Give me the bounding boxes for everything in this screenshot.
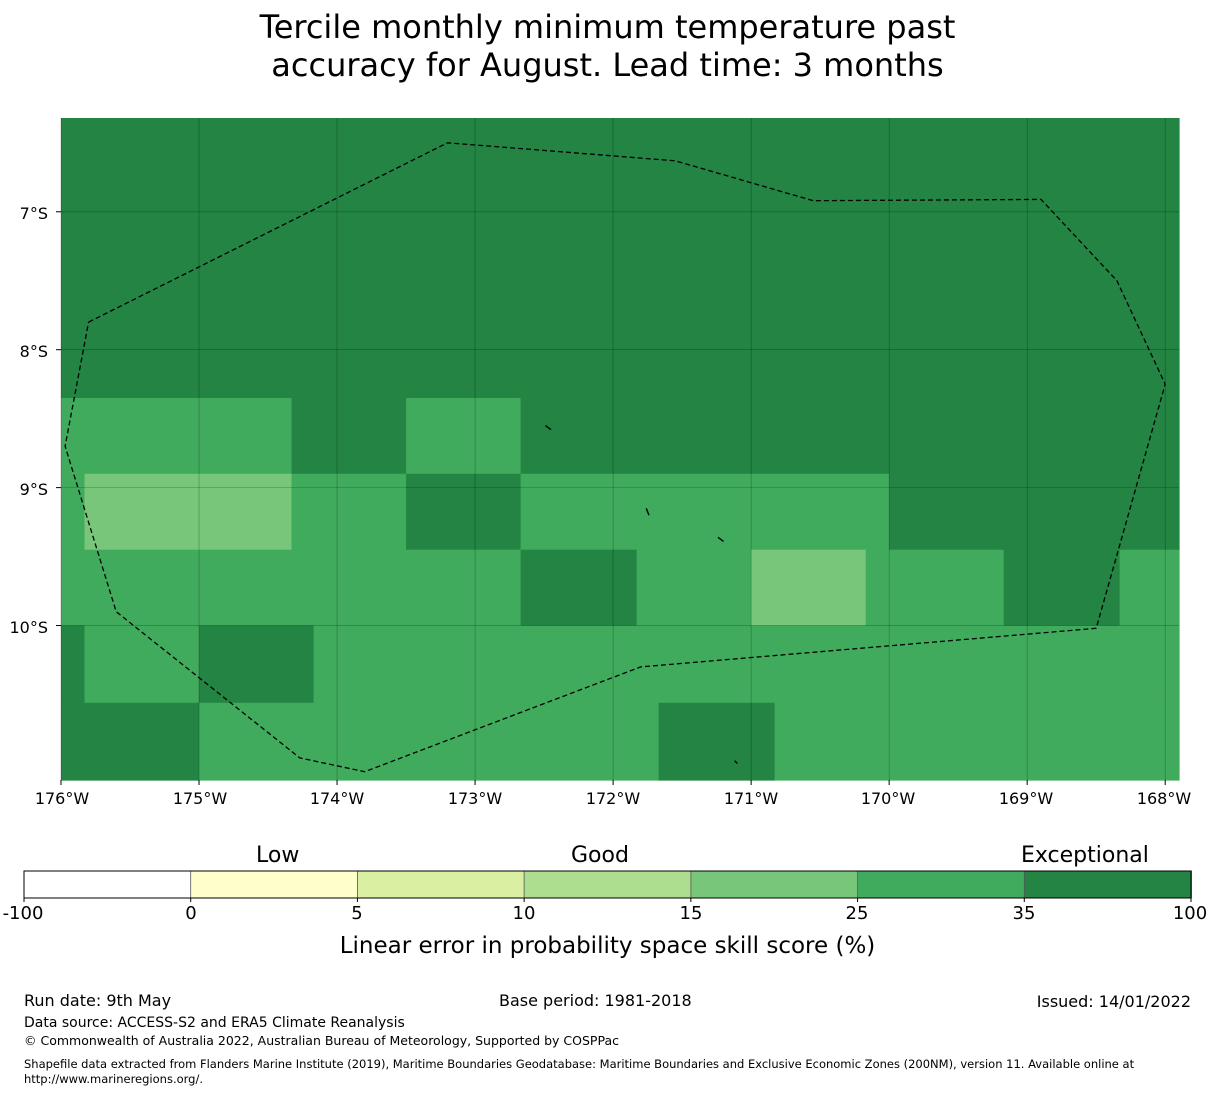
lon-label: 171°W: [723, 789, 779, 808]
skill-cell: [865, 549, 1005, 627]
skill-cell: [751, 549, 867, 627]
skill-cell: [61, 625, 86, 704]
lon-label: 168°W: [1136, 789, 1192, 808]
colorbar-tick-label: 35: [1012, 903, 1036, 924]
copyright-notice: © Commonwealth of Australia 2022, Austra…: [24, 1033, 619, 1048]
lat-label: 7°S: [19, 204, 48, 223]
lat-label: 8°S: [19, 342, 48, 361]
skill-cell: [291, 398, 407, 475]
skill-cell: [199, 702, 660, 781]
chart-title: Tercile monthly minimum temperature past…: [0, 8, 1215, 84]
colorbar-tick-label: 25: [845, 903, 869, 924]
skill-cell: [658, 702, 776, 781]
skill-cell: [61, 118, 1180, 399]
island: [734, 760, 738, 764]
title-line-1: Tercile monthly minimum temperature past: [259, 8, 956, 46]
skill-cell: [636, 549, 752, 627]
lat-label: 10°S: [9, 618, 48, 637]
lon-label: 176°W: [34, 789, 90, 808]
colorbar-tick-label: 0: [185, 903, 197, 924]
skill-cell: [61, 549, 522, 627]
skill-cell: [313, 625, 1180, 704]
lon-label: 173°W: [447, 789, 503, 808]
lon-label: 172°W: [585, 789, 641, 808]
lon-label: 174°W: [309, 789, 365, 808]
title-line-2: accuracy for August. Lead time: 3 months: [271, 46, 944, 84]
issued-date: Issued: 14/01/2022: [1036, 992, 1191, 1011]
skill-cell: [84, 625, 200, 704]
skill-cell: [61, 473, 86, 551]
skill-cell: [520, 398, 1180, 475]
colorbar-tick-label: 15: [679, 903, 703, 924]
skill-cell: [406, 398, 522, 475]
skill-cell: [61, 398, 293, 475]
skill-cell: [199, 625, 315, 704]
skill-cell: [889, 473, 1180, 551]
skill-cell: [1119, 549, 1180, 627]
island: [717, 536, 724, 542]
skill-cell: [61, 702, 200, 781]
data-source: Data source: ACCESS-S2 and ERA5 Climate …: [24, 1015, 405, 1031]
lon-label: 175°W: [172, 789, 228, 808]
lon-label: 170°W: [860, 789, 916, 808]
island: [545, 424, 552, 431]
colorbar-tick-label: 100: [1172, 903, 1208, 924]
lon-label: 169°W: [998, 789, 1054, 808]
skill-cell: [1003, 549, 1121, 627]
colorbar-category-good: Good: [571, 843, 629, 868]
colorbar-category-exceptional: Exceptional: [1021, 843, 1149, 868]
island: [645, 508, 650, 516]
colorbar-tick-label: 5: [351, 903, 363, 924]
colorbar-tick-label: 10: [512, 903, 536, 924]
colorbar-category-low: Low: [256, 843, 300, 868]
eez-boundary: [64, 142, 1166, 773]
colorbar-axis-label: Linear error in probability space skill …: [339, 933, 876, 959]
skill-cell: [520, 473, 890, 551]
skill-cell: [520, 549, 638, 627]
base-period: Base period: 1981-2018: [499, 991, 692, 1010]
skill-cell: [774, 702, 1180, 781]
skill-cell: [84, 473, 293, 551]
skill-cell: [406, 473, 522, 551]
skill-cell: [291, 473, 407, 551]
lat-label: 9°S: [19, 480, 48, 499]
run-date: Run date: 9th May: [24, 991, 172, 1010]
shapefile-credit: Shapefile data extracted from Flanders M…: [24, 1057, 1135, 1086]
colorbar-tick-label: -100: [2, 903, 44, 924]
